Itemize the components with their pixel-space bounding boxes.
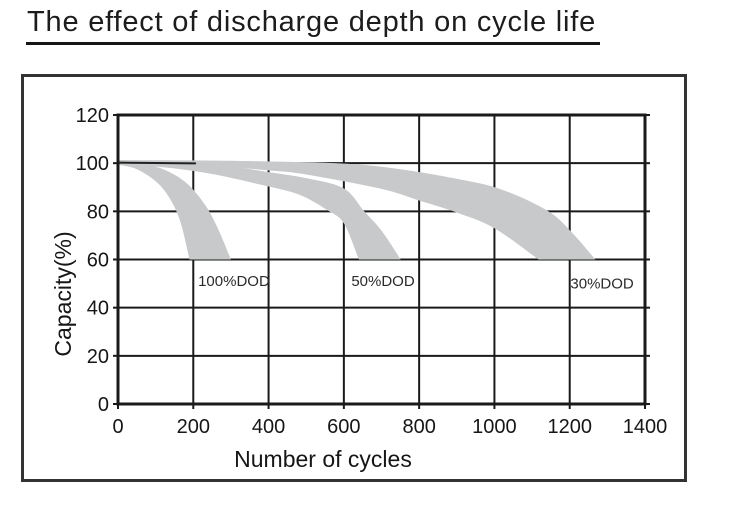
y-tick-label-60: 60: [87, 250, 109, 272]
band-50pct-dod: [118, 161, 401, 260]
x-tick-label-400: 400: [252, 416, 285, 438]
axis-tick-labels: 0 200 400 600 800 1000 1200 1400 0 20 40 60 80 100 120: [76, 105, 668, 438]
x-tick-label-1400: 1400: [623, 416, 668, 438]
band-100pct-dod: [118, 162, 231, 260]
plot-border: [113, 113, 650, 409]
annotation-50pct-dod: 50%DOD: [351, 273, 415, 290]
y-tick-label-120: 120: [76, 105, 109, 127]
y-tick-label-40: 40: [87, 298, 109, 320]
plot-border-rect: [116, 113, 647, 406]
chart-background: [22, 75, 686, 481]
outer-frame-border: [21, 74, 687, 482]
chart-frame: 0 200 400 600 800 1000 1200 1400 0 20 40 60 80 100 120…: [21, 74, 687, 482]
x-tick-label-600: 600: [327, 416, 360, 438]
chart-annotations: 100%DOD 50%DOD 30%DOD: [198, 273, 634, 292]
annotation-30pct-dod: 30%DOD: [570, 276, 634, 293]
y-tick-label-20: 20: [87, 346, 109, 368]
cycle-life-chart: 0 200 400 600 800 1000 1200 1400 0 20 40 60 80 100 120…: [21, 74, 687, 482]
page-title: The effect of discharge depth on cycle l…: [26, 6, 601, 45]
chart-bands: [117, 160, 596, 260]
x-axis-title: Number of cycles: [234, 446, 412, 472]
y-tick-label-80: 80: [87, 201, 109, 223]
x-tick-label-200: 200: [177, 416, 210, 438]
x-tick-label-800: 800: [402, 416, 435, 438]
x-tick-label-1000: 1000: [472, 416, 517, 438]
x-tick-label-0: 0: [112, 416, 123, 438]
y-tick-label-0: 0: [98, 394, 109, 416]
band-30pct-dod: [118, 160, 596, 260]
x-tick-label-1200: 1200: [547, 416, 592, 438]
y-tick-label-100: 100: [76, 153, 109, 175]
y-axis-title: Capacity(%): [50, 231, 76, 356]
band-origin-edge-line: [117, 161, 197, 165]
annotation-100pct-dod: 100%DOD: [198, 273, 270, 290]
